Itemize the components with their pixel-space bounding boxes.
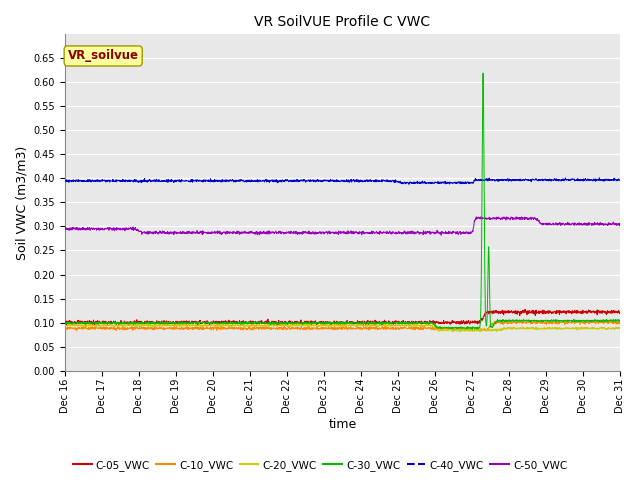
Y-axis label: Soil VWC (m3/m3): Soil VWC (m3/m3) [15,145,28,260]
C-40_VWC [596,175,604,180]
C-40_VWC [499,177,506,183]
Line: C-10_VWC: C-10_VWC [65,320,620,331]
C-30_VWC [90,320,97,325]
C-05_VWC [115,323,123,328]
C-20_VWC [600,324,608,330]
C-50_VWC [61,227,68,233]
C-30_VWC [616,317,624,323]
Line: C-05_VWC: C-05_VWC [65,309,620,325]
C-50_VWC [472,214,480,220]
C-30_VWC [468,326,476,332]
C-10_VWC [616,320,624,325]
Line: C-40_VWC: C-40_VWC [65,178,620,184]
C-05_VWC [521,306,529,312]
Title: VR SoilVUE Profile C VWC: VR SoilVUE Profile C VWC [254,15,431,29]
C-20_VWC [600,325,608,331]
C-50_VWC [437,232,445,238]
C-05_VWC [61,321,68,326]
C-50_VWC [600,221,608,227]
C-40_VWC [600,177,608,183]
C-30_VWC [600,318,608,324]
C-10_VWC [499,320,506,326]
C-20_VWC [499,326,506,332]
C-20_VWC [61,323,68,329]
C-05_VWC [616,309,624,315]
C-30_VWC [600,319,608,324]
C-10_VWC [600,320,608,325]
C-05_VWC [332,321,339,326]
C-50_VWC [616,222,624,228]
Line: C-30_VWC: C-30_VWC [65,73,620,329]
C-40_VWC [616,177,624,182]
Text: VR_soilvue: VR_soilvue [68,49,139,62]
C-10_VWC [90,325,97,331]
C-50_VWC [499,216,506,222]
C-05_VWC [90,319,97,325]
C-50_VWC [316,229,324,235]
Line: C-20_VWC: C-20_VWC [65,324,620,332]
C-10_VWC [331,324,339,330]
C-40_VWC [600,177,608,183]
C-05_VWC [499,311,506,316]
C-10_VWC [316,325,324,331]
C-50_VWC [90,226,97,231]
Legend: C-05_VWC, C-10_VWC, C-20_VWC, C-30_VWC, C-40_VWC, C-50_VWC: C-05_VWC, C-10_VWC, C-20_VWC, C-30_VWC, … [68,456,572,475]
X-axis label: time: time [328,419,356,432]
C-30_VWC [316,320,324,326]
C-40_VWC [331,179,339,184]
C-05_VWC [600,309,608,315]
C-50_VWC [331,229,339,235]
C-20_VWC [317,323,324,328]
C-05_VWC [600,309,608,315]
Line: C-50_VWC: C-50_VWC [65,217,620,235]
C-20_VWC [332,323,339,329]
C-30_VWC [479,70,487,76]
C-10_VWC [61,327,68,333]
C-10_VWC [476,328,484,334]
C-10_VWC [516,317,524,323]
C-20_VWC [264,321,272,326]
C-20_VWC [456,329,463,335]
C-40_VWC [405,181,413,187]
C-20_VWC [90,322,97,328]
C-50_VWC [600,221,608,227]
C-20_VWC [616,325,624,331]
C-40_VWC [90,179,97,184]
C-40_VWC [61,178,68,184]
C-10_VWC [600,320,608,326]
C-30_VWC [61,320,68,326]
C-30_VWC [499,317,506,323]
C-30_VWC [331,320,339,326]
C-40_VWC [316,178,324,184]
C-05_VWC [317,319,324,325]
